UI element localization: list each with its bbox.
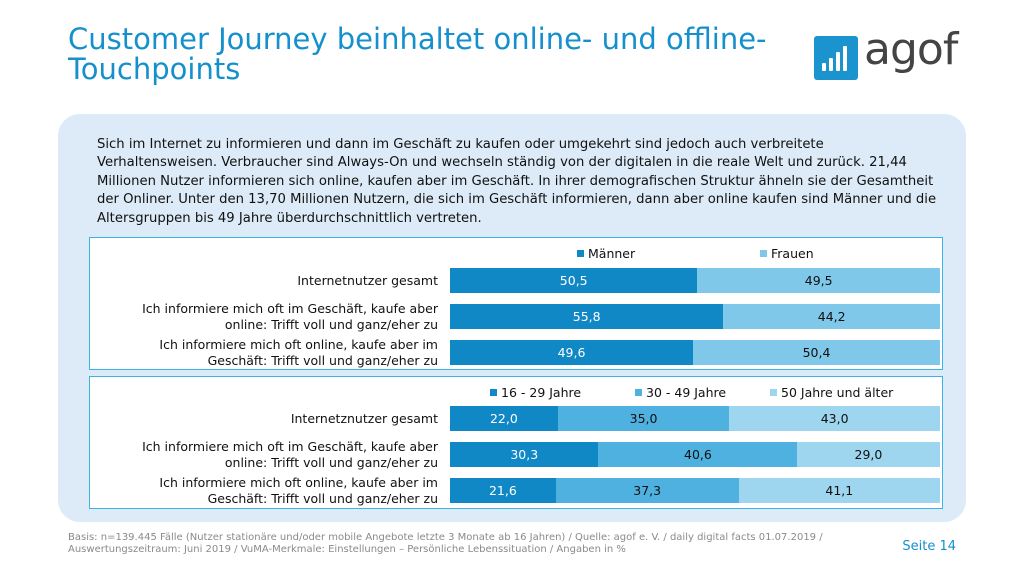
agof-logo: agof [814, 24, 964, 84]
bar-segment: 50,5 [450, 268, 698, 293]
legend-label: 50 Jahre und älter [781, 385, 894, 400]
bar-segment: 55,8 [450, 304, 724, 329]
legend-item: 30 - 49 Jahre [635, 385, 726, 400]
category-label: Ich informiere mich oft online, kaufe ab… [159, 474, 438, 506]
bar-segment: 49,5 [697, 268, 940, 293]
legend-label: 30 - 49 Jahre [646, 385, 727, 400]
bar-segment: 30,3 [450, 442, 599, 467]
category-label: Internetznutzer gesamt [290, 410, 438, 426]
intro-text: Sich im Internet zu informieren und dann… [97, 137, 937, 226]
bar-segment: 49,6 [450, 340, 694, 365]
bar-segment: 40,6 [598, 442, 798, 467]
bar-segment: 29,0 [797, 442, 940, 467]
legend-label: Frauen [771, 246, 814, 261]
bar-segment: 50,4 [693, 340, 940, 365]
bar-segment: 41,1 [738, 478, 940, 503]
bar-segment: 22,0 [450, 406, 558, 431]
bar-segment: 35,0 [557, 406, 730, 431]
category-label: Ich informiere mich oft online, kaufe ab… [159, 336, 438, 368]
bar-segment: 44,2 [723, 304, 940, 329]
legend-item: 16 - 29 Jahre [490, 385, 581, 400]
legend-item: 50 Jahre und älter [770, 385, 893, 400]
category-label: Ich informiere mich oft im Geschäft, kau… [142, 438, 438, 470]
legend-item: Männer [577, 246, 635, 261]
legend-swatch [760, 250, 767, 257]
legend-label: Männer [588, 246, 636, 261]
logo-text: agof [864, 24, 958, 75]
legend-item: Frauen [760, 246, 814, 261]
bar-segment: 43,0 [729, 406, 940, 431]
legend-swatch [635, 389, 642, 396]
category-label: Internetnutzer gesamt [297, 272, 438, 288]
page-title: Customer Journey beinhaltet online- und … [68, 22, 767, 86]
bar-segment: 37,3 [555, 478, 739, 503]
bar-segment: 21,6 [450, 478, 556, 503]
legend-label: 16 - 29 Jahre [501, 385, 582, 400]
bar-chart-icon [814, 36, 858, 80]
category-label: Ich informiere mich oft im Geschäft, kau… [142, 300, 438, 332]
footer-source: Basis: n=139.445 Fälle (Nutzer stationär… [68, 532, 823, 555]
legend-swatch [490, 389, 497, 396]
legend-swatch [770, 389, 777, 396]
legend-swatch [577, 250, 584, 257]
page-number: Seite 14 [902, 539, 956, 554]
